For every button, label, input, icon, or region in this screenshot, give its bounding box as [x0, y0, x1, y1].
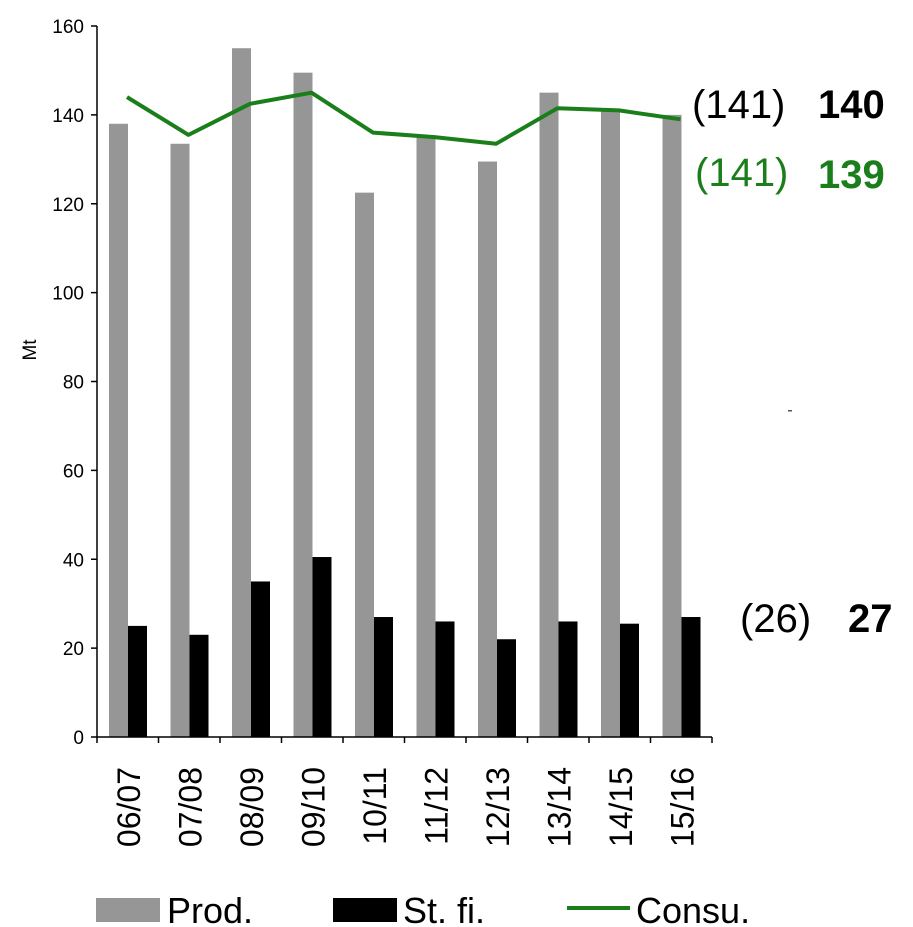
legend-label-prod: Prod. — [167, 890, 253, 927]
x-tick-label: 06/07 — [111, 767, 147, 847]
bar-prod — [355, 192, 374, 737]
y-tick-label: 160 — [52, 17, 84, 38]
bar-prod — [478, 161, 497, 738]
annotation-consumption-value: 139 — [818, 153, 885, 197]
x-tick-label: 10/11 — [357, 767, 393, 845]
legend-label-consu: Consu. — [636, 890, 750, 927]
x-tick-label: 07/08 — [173, 767, 209, 847]
bar-prod — [601, 110, 620, 737]
x-tick-labels: 06/07 07/08 08/09 09/10 10/11 11/12 12/13 13/14… — [111, 767, 701, 847]
legend-swatch-prod — [96, 898, 160, 922]
legend-swatch-stocks — [333, 898, 397, 922]
y-tick-label: 40 — [63, 550, 84, 571]
bar-stocks — [251, 581, 270, 737]
bar-prod — [232, 48, 251, 737]
legend: Prod. St. fi. Consu. — [96, 890, 750, 927]
x-tick-label: 15/16 — [665, 767, 701, 847]
bar-prod — [170, 143, 190, 737]
bar-stocks — [620, 623, 639, 737]
bar-prod — [416, 137, 436, 737]
svg-text:(141): (141) — [692, 83, 785, 127]
bar-stocks — [189, 634, 209, 737]
annotation-stocks: (26) 27 — [740, 597, 893, 641]
annotation-stocks-value: 27 — [848, 597, 893, 641]
bar-stocks — [497, 639, 516, 737]
x-tick-label: 14/15 — [603, 767, 639, 847]
x-tick-label: 09/10 — [296, 767, 332, 847]
bar-stocks — [374, 617, 393, 737]
bar-prod — [109, 123, 128, 737]
y-tick-label: 60 — [63, 461, 84, 482]
svg-text:(26): (26) — [740, 597, 811, 641]
svg-text:(141): (141) — [695, 151, 788, 195]
stray-dash — [788, 410, 792, 412]
consumption-line — [125, 90, 681, 146]
x-tick-label: 08/09 — [234, 767, 270, 847]
bars — [109, 48, 701, 738]
svg-text:139: 139 — [818, 153, 885, 197]
y-tick-label: 0 — [73, 728, 84, 749]
bar-prod — [662, 114, 682, 737]
bar-stocks — [558, 621, 578, 737]
annotation-consumption: (141) 139 — [695, 151, 885, 197]
y-tick-label: 20 — [63, 639, 84, 660]
annotation-production-value: 140 — [818, 83, 885, 127]
x-tick-label: 13/14 — [542, 767, 578, 847]
annotation-stocks-prev: (26) — [740, 597, 811, 641]
bar-stocks — [435, 621, 455, 737]
svg-text:27: 27 — [848, 597, 893, 641]
bar-stocks — [312, 557, 332, 737]
legend-label-stocks: St. fi. — [403, 890, 485, 927]
y-tick-label: 120 — [52, 195, 84, 216]
annotation-consumption-prev: (141) — [695, 151, 788, 195]
y-tick-label: 80 — [63, 373, 84, 394]
bar-stocks — [681, 617, 701, 737]
y-tick-label: 140 — [52, 106, 84, 127]
svg-text:140: 140 — [818, 83, 885, 127]
y-axis-label: Mt — [20, 339, 41, 361]
bar-prod — [539, 92, 559, 737]
series-line-consu — [125, 90, 681, 146]
axes — [91, 25, 713, 743]
y-tick-labels: 0 20 40 60 80 100 120 140 160 — [52, 17, 84, 749]
annotation-production-prev: (141) — [692, 83, 785, 127]
y-tick-label: 100 — [52, 284, 84, 305]
x-tick-label: 11/12 — [419, 767, 455, 845]
x-tick-label: 12/13 — [480, 767, 516, 847]
annotation-production: (141) 140 — [692, 83, 885, 127]
bar-prod — [293, 72, 313, 738]
bar-stocks — [128, 625, 147, 737]
